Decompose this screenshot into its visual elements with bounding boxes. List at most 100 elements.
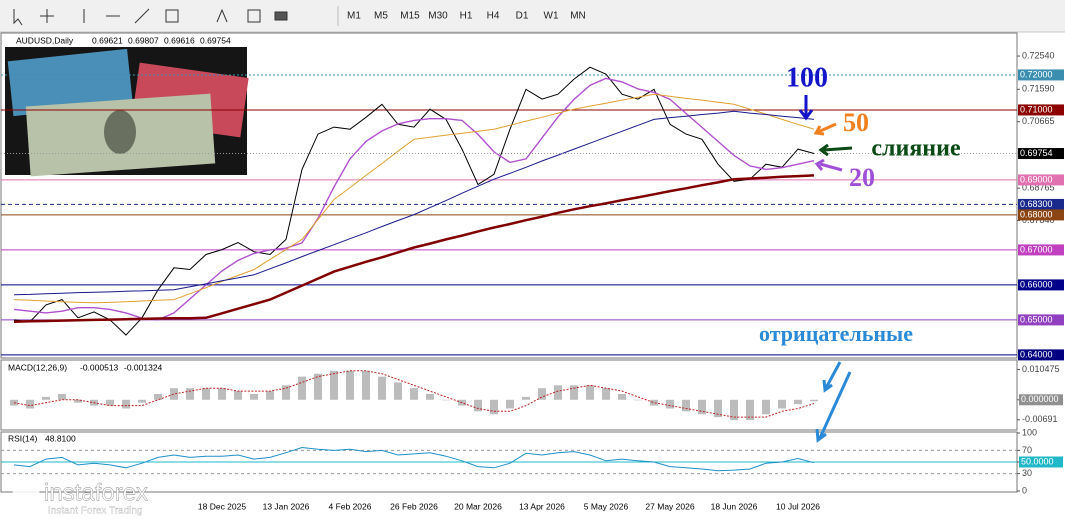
macd-bar (394, 382, 402, 400)
level-label: 0.69000 (1020, 174, 1053, 184)
macd-bar (714, 399, 722, 418)
trendline-icon[interactable] (134, 8, 150, 24)
macd-bar (346, 370, 354, 400)
watermark-tagline: Instant Forex Trading (48, 506, 143, 517)
macd-bar (778, 399, 786, 409)
level-label: 0.65000 (1020, 314, 1053, 324)
timeframe-button[interactable]: W1 (544, 11, 559, 22)
banknote (7, 48, 133, 117)
macd-bar (234, 391, 242, 400)
timeframe-button[interactable]: M1 (347, 11, 361, 22)
level-box (1018, 244, 1064, 256)
macd-bar (666, 399, 674, 409)
channel-icon[interactable] (165, 9, 179, 23)
y-tick-box (1019, 456, 1063, 468)
y-tick-label: 0.72540 (1022, 50, 1055, 60)
level-box (1018, 174, 1064, 186)
y-tick-label: 100 (1022, 427, 1037, 437)
macd-bar (634, 399, 642, 401)
ohlc-value: 0.69754 (200, 35, 231, 45)
macd-bar (314, 373, 322, 400)
x-tick-label: 10 Jul 2026 (776, 501, 820, 511)
moving-average (13, 93, 815, 304)
macd-bar (154, 393, 162, 400)
level-label: 0.64000 (1020, 349, 1053, 359)
timeframe-button[interactable]: D1 (516, 11, 529, 22)
moving-average (13, 174, 815, 323)
timeframe-button[interactable]: M5 (374, 11, 388, 22)
ohlc-value: 0.69807 (128, 35, 159, 45)
y-tick-label: 0.000000 (1021, 394, 1059, 404)
macd-bar (810, 399, 818, 402)
macd-title: MACD(12,26,9) (8, 362, 67, 372)
y-tick-box (1019, 394, 1063, 406)
x-tick-label: 18 Jun 2026 (711, 501, 758, 511)
signal-line (13, 370, 815, 418)
label-icon[interactable] (247, 9, 261, 23)
crosshair-icon[interactable] (40, 9, 54, 23)
text-icon[interactable] (216, 8, 228, 23)
rsi-title: RSI(14) (8, 433, 37, 443)
arrow (814, 158, 843, 172)
macd-value: -0.000513 (80, 362, 119, 372)
x-tick-label: 13 Jan 2026 (263, 501, 310, 511)
macd-bar (490, 399, 498, 415)
macd-bar (58, 393, 66, 400)
timeframe-button[interactable]: MN (570, 11, 586, 22)
macd-bar (42, 396, 50, 400)
arrow (818, 143, 853, 157)
macd-bar (602, 388, 610, 400)
macd-bar (266, 391, 274, 400)
symbol-title: AUDUSD,Daily (16, 35, 74, 45)
macd-bar (362, 370, 370, 400)
timeframe-button[interactable]: H4 (487, 11, 500, 22)
level-label: 0.66000 (1020, 279, 1053, 289)
macd-pane-border (0, 359, 1018, 431)
last-price-label: 0.69754 (1020, 148, 1053, 158)
x-tick-label: 18 Dec 2025 (198, 501, 246, 511)
macd-bar (282, 385, 290, 400)
x-tick-label: 20 Mar 2026 (454, 501, 502, 511)
macd-bar (618, 393, 626, 400)
level-box (1018, 349, 1064, 361)
y-tick-label: 0 (1022, 485, 1027, 495)
timeframe-button[interactable]: M15 (400, 11, 420, 22)
level-box (1018, 198, 1064, 210)
macd-bar (378, 376, 386, 400)
macd-bar (298, 376, 306, 400)
cursor-icon[interactable] (13, 9, 23, 26)
level-label: 0.67000 (1020, 244, 1053, 254)
timeframe-button[interactable]: M30 (428, 11, 448, 22)
ohlc-value: 0.69616 (164, 35, 195, 45)
level-box (1018, 104, 1064, 116)
rsi-value: 48.8100 (45, 433, 76, 443)
arrow (815, 371, 852, 443)
x-tick-label: 5 May 2026 (584, 501, 629, 511)
macd-bar (474, 399, 482, 412)
level-label: 0.68000 (1020, 209, 1053, 219)
annotation: 20 (849, 163, 875, 192)
macd-bar (682, 399, 690, 412)
y-tick-label: 0.71590 (1022, 84, 1055, 94)
annotation: 100 (786, 62, 828, 93)
macd-bar (730, 399, 738, 421)
arrow (798, 95, 814, 121)
y-tick-label: -0.00691 (1022, 414, 1058, 424)
macd-bar (330, 370, 338, 400)
last-price-box (1018, 148, 1064, 160)
macd-bar (74, 399, 82, 403)
macd-bar (426, 393, 434, 400)
macd-bar (250, 393, 258, 400)
shapes-icon[interactable] (274, 11, 288, 21)
toolbar (0, 0, 1065, 32)
y-tick-label: 0.70665 (1022, 116, 1055, 126)
macd-bar (570, 385, 578, 400)
level-box (1018, 209, 1064, 221)
level-box (1018, 279, 1064, 291)
level-label: 0.68300 (1020, 199, 1053, 209)
macd-bar (650, 399, 658, 406)
level-box (1018, 69, 1064, 81)
timeframe-button[interactable]: H1 (460, 11, 473, 22)
watermark-brand: instaforex (44, 479, 148, 506)
